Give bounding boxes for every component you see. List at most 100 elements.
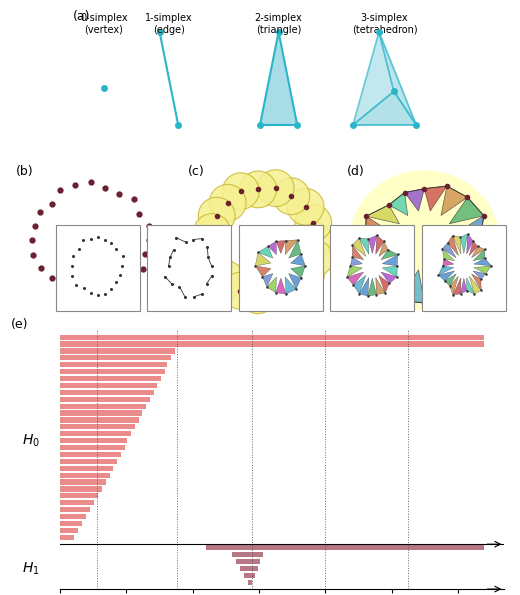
Text: $\epsilon$: $\epsilon$ (186, 224, 194, 234)
Polygon shape (473, 249, 485, 261)
Polygon shape (405, 189, 424, 211)
Polygon shape (472, 274, 481, 290)
Polygon shape (258, 246, 273, 258)
Polygon shape (354, 275, 366, 293)
Text: $H_1$: $H_1$ (22, 560, 40, 577)
Polygon shape (353, 92, 416, 125)
Bar (60, 445, 125, 450)
Text: 2-simplex
(triangle): 2-simplex (triangle) (255, 13, 303, 35)
Text: (c): (c) (188, 165, 204, 178)
Bar (60, 355, 171, 361)
Bar (206, 545, 485, 550)
Polygon shape (276, 240, 285, 253)
Polygon shape (350, 257, 362, 266)
Polygon shape (366, 240, 395, 264)
Bar (422, 225, 506, 311)
Circle shape (287, 189, 324, 225)
Bar (232, 552, 263, 557)
Circle shape (192, 231, 228, 268)
Text: (a): (a) (73, 10, 91, 23)
Circle shape (296, 240, 333, 277)
Polygon shape (359, 277, 369, 296)
Polygon shape (452, 236, 461, 254)
Circle shape (193, 214, 230, 250)
Polygon shape (442, 249, 454, 261)
Polygon shape (263, 274, 273, 287)
Polygon shape (453, 278, 461, 295)
Polygon shape (276, 278, 286, 294)
Circle shape (295, 205, 332, 242)
Polygon shape (461, 234, 467, 253)
Bar (248, 580, 252, 585)
Bar (240, 566, 257, 571)
Polygon shape (454, 216, 484, 240)
Circle shape (210, 184, 246, 221)
Bar (60, 348, 175, 353)
Text: (e): (e) (10, 318, 28, 331)
Polygon shape (359, 238, 369, 254)
Polygon shape (442, 243, 456, 258)
Polygon shape (382, 266, 397, 277)
Polygon shape (466, 278, 474, 294)
Polygon shape (443, 259, 454, 266)
Polygon shape (352, 238, 366, 256)
Text: 0-simplex
(vertex): 0-simplex (vertex) (80, 13, 127, 35)
Circle shape (222, 273, 259, 309)
Polygon shape (353, 32, 394, 125)
Text: 3-simplex
(tetrahedron): 3-simplex (tetrahedron) (352, 13, 418, 35)
Polygon shape (441, 265, 461, 289)
Circle shape (198, 198, 235, 234)
Bar (239, 225, 323, 311)
Polygon shape (470, 276, 481, 294)
Bar (60, 466, 113, 471)
Bar (60, 459, 117, 464)
Bar (60, 424, 135, 430)
Polygon shape (366, 205, 399, 224)
Polygon shape (285, 240, 298, 255)
Text: 1-simplex
(edge): 1-simplex (edge) (145, 13, 193, 35)
Polygon shape (424, 270, 445, 303)
Circle shape (240, 171, 277, 208)
Polygon shape (347, 272, 363, 285)
Polygon shape (289, 240, 301, 258)
Circle shape (208, 261, 245, 298)
Bar (60, 535, 74, 540)
Bar (60, 411, 142, 416)
Polygon shape (347, 266, 362, 277)
Bar (60, 514, 86, 519)
Bar (60, 507, 90, 512)
Bar (60, 472, 110, 478)
Circle shape (257, 170, 294, 206)
Bar (60, 486, 102, 491)
Polygon shape (379, 275, 389, 293)
Circle shape (223, 173, 259, 209)
Polygon shape (267, 277, 277, 293)
Polygon shape (389, 193, 408, 215)
Circle shape (196, 248, 232, 285)
Bar (56, 225, 140, 311)
Text: $\epsilon$: $\epsilon$ (502, 593, 510, 595)
Polygon shape (381, 272, 397, 283)
Polygon shape (438, 271, 454, 281)
Polygon shape (376, 235, 384, 254)
Polygon shape (368, 278, 376, 296)
Circle shape (274, 268, 310, 305)
Circle shape (240, 277, 276, 314)
Polygon shape (449, 257, 473, 277)
Bar (60, 480, 106, 485)
Bar (60, 438, 127, 443)
Polygon shape (382, 255, 398, 266)
Bar (60, 500, 94, 505)
Bar (60, 431, 132, 436)
Circle shape (295, 222, 332, 259)
Polygon shape (379, 32, 416, 125)
Polygon shape (352, 245, 363, 259)
Polygon shape (268, 241, 277, 255)
Polygon shape (445, 274, 456, 286)
Polygon shape (389, 265, 408, 300)
Polygon shape (441, 186, 467, 215)
Polygon shape (449, 198, 484, 224)
Polygon shape (285, 277, 296, 294)
Bar (60, 376, 161, 381)
Polygon shape (466, 234, 473, 254)
